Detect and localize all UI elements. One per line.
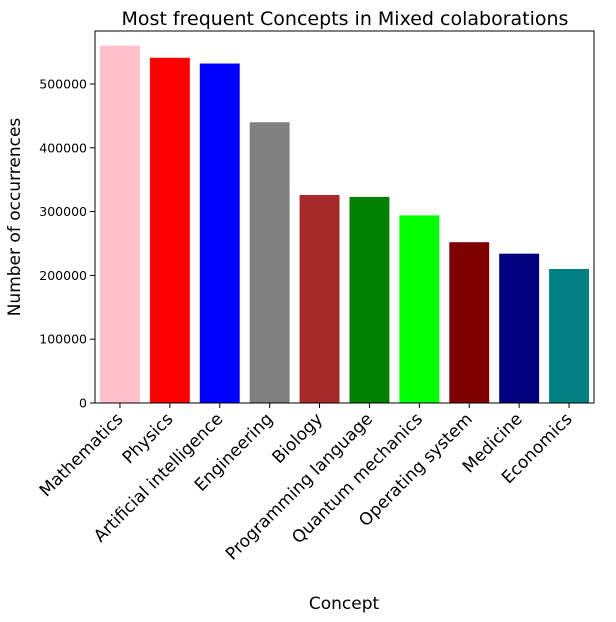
y-tick-label: 300000 (39, 204, 87, 219)
bar-physics (149, 57, 190, 403)
plot-frame (94, 30, 595, 404)
x-axis-label: Concept (309, 594, 380, 614)
bar-medicine (499, 253, 540, 403)
bar-programming-language (349, 196, 390, 403)
bar-economics (549, 269, 590, 403)
bars-group (99, 45, 590, 404)
y-tick-label: 500000 (39, 76, 87, 91)
bar-artificial-intelligence (199, 63, 240, 403)
bar-engineering (249, 122, 290, 403)
bar-biology (299, 194, 340, 403)
bar-operating-system (449, 242, 490, 403)
bar-mathematics (99, 45, 140, 404)
y-tick-label: 100000 (39, 332, 87, 347)
y-tick-label: 400000 (39, 140, 87, 155)
x-tick-label: Mathematics (36, 409, 128, 501)
y-axis-label: Number of occurrences (5, 118, 25, 317)
y-tick-label: 200000 (39, 268, 87, 283)
y-tick-label: 0 (79, 396, 87, 411)
bar-quantum-mechanics (399, 215, 440, 403)
chart-title: Most frequent Concepts in Mixed colabora… (122, 8, 569, 30)
y-axis: 0 100000 200000 300000 400000 500000 (39, 76, 95, 411)
